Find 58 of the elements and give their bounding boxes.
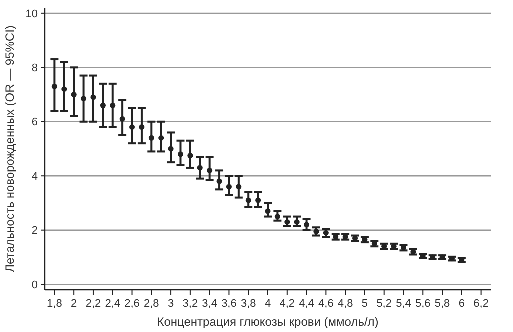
point <box>148 135 154 141</box>
x-tick-label: 4 <box>264 298 272 310</box>
point <box>129 124 136 130</box>
x-tick-label: 2,6 <box>124 298 140 310</box>
x-tick-label: 5,4 <box>396 298 412 310</box>
y-tick-label: 8 <box>32 62 38 75</box>
point <box>110 102 116 108</box>
point <box>256 198 262 204</box>
point <box>294 219 300 225</box>
y-axis-title: Летальность новорожденных (OR — 95%CI) <box>3 26 17 272</box>
x-tick-label: 2,2 <box>86 298 102 310</box>
x-tick-label: 2,4 <box>105 298 121 310</box>
point <box>120 116 126 122</box>
x-tick-label: 4,2 <box>280 298 296 310</box>
x-tick-label: 4,6 <box>318 298 334 310</box>
y-tick-label: 0 <box>32 279 38 292</box>
x-axis-title: Концентрация глюкозы крови (ммоль/л) <box>157 315 379 329</box>
point <box>188 153 194 159</box>
x-tick-label: 2 <box>71 298 78 310</box>
point <box>52 84 58 90</box>
x-tick-label: 3,2 <box>182 298 198 310</box>
point <box>158 135 164 141</box>
point <box>168 146 174 152</box>
x-tick-label: 3,6 <box>222 298 237 310</box>
point <box>90 94 96 100</box>
x-tick-label: 4,8 <box>338 298 354 310</box>
x-tick-label: 5,8 <box>434 298 450 310</box>
x-tick-label: 5,2 <box>376 298 392 310</box>
point <box>197 165 203 171</box>
point <box>246 198 252 204</box>
point <box>265 208 271 214</box>
point <box>284 219 290 225</box>
point <box>62 86 68 92</box>
x-tick-label: 5 <box>362 298 368 310</box>
point <box>274 214 280 220</box>
x-tick-label: 1,8 <box>47 298 62 310</box>
x-tick-label: 3,8 <box>240 298 256 310</box>
point <box>100 102 106 108</box>
x-tick-label: 4,4 <box>299 298 314 310</box>
x-tick-label: 3,4 <box>202 298 218 310</box>
point <box>71 92 77 98</box>
point <box>216 178 222 184</box>
y-tick-label: 6 <box>32 116 38 129</box>
y-tick-label: 2 <box>32 225 38 238</box>
point <box>226 184 232 190</box>
x-tick-label: 2,8 <box>144 298 160 310</box>
y-tick-label: 4 <box>32 170 38 183</box>
point <box>139 124 145 130</box>
point <box>236 184 242 190</box>
point <box>304 222 310 228</box>
point <box>81 96 87 102</box>
x-tick-label: 5,6 <box>415 298 431 310</box>
point <box>178 152 184 158</box>
x-tick-label: 3 <box>168 298 174 310</box>
y-tick-label: 10 <box>26 8 38 20</box>
x-tick-label: 6 <box>458 298 465 310</box>
x-tick-label: 6,2 <box>474 298 489 310</box>
point <box>207 168 213 174</box>
